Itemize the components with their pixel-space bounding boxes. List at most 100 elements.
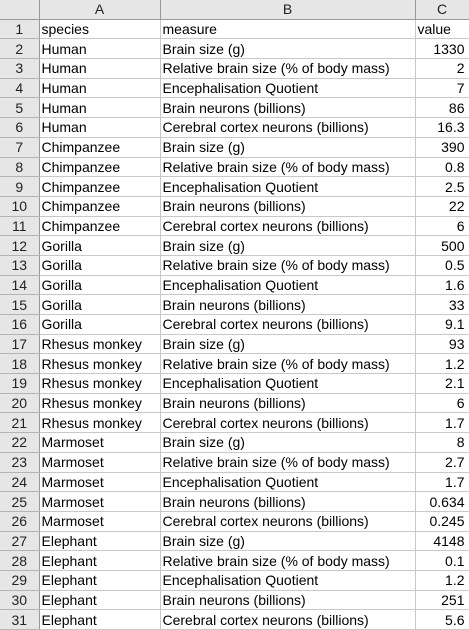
row-header[interactable]: 13 [0, 255, 40, 276]
cell-value[interactable]: 8 [415, 432, 469, 453]
row-header[interactable]: 30 [0, 590, 40, 611]
cell-measure[interactable]: Relative brain size (% of body mass) [160, 452, 416, 473]
cell-measure[interactable]: Brain size (g) [160, 235, 416, 256]
row-header[interactable]: 26 [0, 511, 40, 532]
cell-value[interactable]: 390 [415, 137, 469, 158]
cell-species[interactable]: Rhesus monkey [39, 353, 161, 375]
cell-species[interactable]: Chimpanzee [39, 196, 161, 217]
cell-species[interactable]: Human [39, 117, 161, 138]
cell-value[interactable]: 1330 [415, 38, 469, 60]
cell-measure[interactable]: Brain size (g) [160, 334, 416, 355]
cell-species[interactable]: Marmoset [39, 491, 161, 512]
cell-value[interactable]: 1.2 [415, 353, 469, 375]
cell-species[interactable]: Gorilla [39, 314, 161, 335]
cell-measure[interactable]: Brain size (g) [160, 531, 416, 552]
cell-measure[interactable]: Brain neurons (billions) [160, 97, 416, 119]
row-header[interactable]: 1 [0, 19, 40, 40]
cell-species[interactable]: Human [39, 38, 161, 60]
column-header-c[interactable]: C [415, 0, 469, 20]
cell-species[interactable]: Human [39, 78, 161, 99]
row-header[interactable]: 9 [0, 176, 40, 197]
cell-value[interactable]: value [415, 19, 469, 40]
cell-value[interactable]: 0.634 [415, 491, 469, 512]
cell-species[interactable]: Marmoset [39, 511, 161, 532]
cell-value[interactable]: 2.7 [415, 452, 469, 473]
row-header[interactable]: 7 [0, 137, 40, 158]
cell-value[interactable]: 9.1 [415, 314, 469, 335]
row-header[interactable]: 15 [0, 294, 40, 315]
cell-value[interactable]: 1.7 [415, 472, 469, 493]
row-header[interactable]: 6 [0, 117, 40, 138]
cell-value[interactable]: 4148 [415, 531, 469, 552]
cell-measure[interactable]: Encephalisation Quotient [160, 176, 416, 197]
row-header[interactable]: 3 [0, 58, 40, 79]
cell-species[interactable]: Gorilla [39, 235, 161, 256]
cell-value[interactable]: 1.7 [415, 412, 469, 434]
cell-measure[interactable]: Brain size (g) [160, 137, 416, 158]
cell-measure[interactable]: Brain size (g) [160, 432, 416, 453]
cell-species[interactable]: Elephant [39, 531, 161, 552]
cell-species[interactable]: Chimpanzee [39, 157, 161, 178]
select-all-corner[interactable] [0, 0, 40, 20]
cell-species[interactable]: Rhesus monkey [39, 393, 161, 414]
row-header[interactable]: 23 [0, 452, 40, 473]
cell-value[interactable]: 2.1 [415, 373, 469, 394]
cell-species[interactable]: Rhesus monkey [39, 334, 161, 355]
cell-species[interactable]: Marmoset [39, 452, 161, 473]
cell-value[interactable]: 0.5 [415, 255, 469, 276]
cell-measure[interactable]: Relative brain size (% of body mass) [160, 157, 416, 178]
cell-value[interactable]: 6 [415, 216, 469, 237]
cell-measure[interactable]: Cerebral cortex neurons (billions) [160, 216, 416, 237]
cell-value[interactable]: 2.5 [415, 176, 469, 197]
row-header[interactable]: 10 [0, 196, 40, 217]
cell-species[interactable]: Rhesus monkey [39, 373, 161, 394]
cell-value[interactable]: 93 [415, 334, 469, 355]
cell-species[interactable]: Marmoset [39, 432, 161, 453]
cell-measure[interactable]: Relative brain size (% of body mass) [160, 58, 416, 79]
row-header[interactable]: 18 [0, 353, 40, 375]
cell-value[interactable]: 1.6 [415, 275, 469, 296]
cell-species[interactable]: Elephant [39, 570, 161, 591]
cell-value[interactable]: 0.245 [415, 511, 469, 532]
cell-measure[interactable]: Brain neurons (billions) [160, 590, 416, 611]
row-header[interactable]: 25 [0, 491, 40, 512]
row-header[interactable]: 14 [0, 275, 40, 296]
cell-measure[interactable]: Cerebral cortex neurons (billions) [160, 511, 416, 532]
row-header[interactable]: 12 [0, 235, 40, 256]
cell-measure[interactable]: Cerebral cortex neurons (billions) [160, 609, 416, 630]
cell-species[interactable]: Elephant [39, 550, 161, 571]
row-header[interactable]: 20 [0, 393, 40, 414]
cell-measure[interactable]: Relative brain size (% of body mass) [160, 255, 416, 276]
cell-species[interactable]: Human [39, 97, 161, 119]
column-header-b[interactable]: B [160, 0, 416, 20]
row-header[interactable]: 4 [0, 78, 40, 99]
cell-value[interactable]: 7 [415, 78, 469, 99]
cell-value[interactable]: 2 [415, 58, 469, 79]
cell-species[interactable]: Chimpanzee [39, 216, 161, 237]
cell-value[interactable]: 251 [415, 590, 469, 611]
cell-value[interactable]: 0.8 [415, 157, 469, 178]
row-header[interactable]: 5 [0, 97, 40, 119]
cell-species[interactable]: Elephant [39, 609, 161, 630]
cell-value[interactable]: 6 [415, 393, 469, 414]
cell-measure[interactable]: Encephalisation Quotient [160, 472, 416, 493]
row-header[interactable]: 11 [0, 216, 40, 237]
cell-species[interactable]: species [39, 19, 161, 40]
cell-value[interactable]: 0.1 [415, 550, 469, 571]
cell-species[interactable]: Chimpanzee [39, 137, 161, 158]
cell-value[interactable]: 22 [415, 196, 469, 217]
cell-measure[interactable]: Brain neurons (billions) [160, 491, 416, 512]
cell-measure[interactable]: Brain neurons (billions) [160, 294, 416, 315]
cell-measure[interactable]: Relative brain size (% of body mass) [160, 550, 416, 571]
cell-measure[interactable]: measure [160, 19, 416, 40]
cell-value[interactable]: 5.6 [415, 609, 469, 630]
cell-value[interactable]: 16.3 [415, 117, 469, 138]
row-header[interactable]: 31 [0, 609, 40, 630]
cell-value[interactable]: 1.2 [415, 570, 469, 591]
row-header[interactable]: 8 [0, 157, 40, 178]
row-header[interactable]: 19 [0, 373, 40, 394]
cell-measure[interactable]: Brain neurons (billions) [160, 196, 416, 217]
cell-species[interactable]: Gorilla [39, 255, 161, 276]
cell-measure[interactable]: Encephalisation Quotient [160, 78, 416, 99]
row-header[interactable]: 16 [0, 314, 40, 335]
